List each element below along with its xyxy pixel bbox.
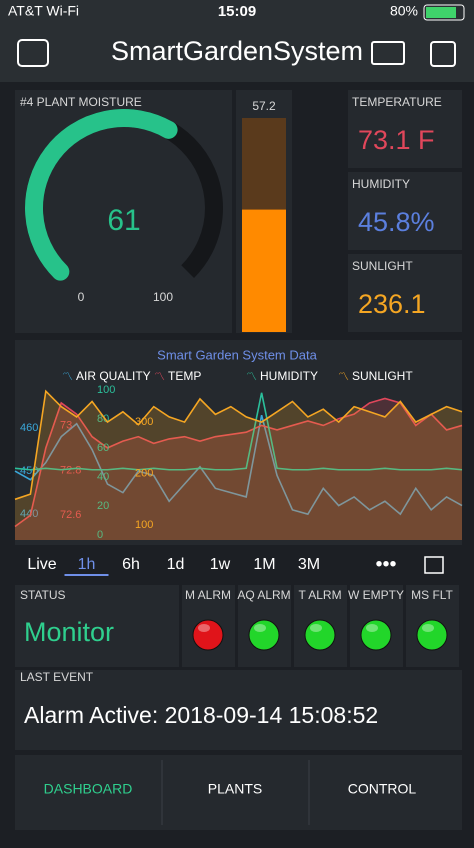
led [192,619,224,651]
battery-icon [423,4,465,21]
led-label: W EMPTY [348,588,404,602]
more-button[interactable]: ••• [375,553,396,575]
chart-title: Smart Garden System Data [157,347,317,362]
level-bar [242,209,286,332]
level-value: 57.2 [252,99,276,113]
fullscreen-button[interactable] [424,556,444,574]
y-tick-label: 73 [60,419,72,431]
legend-icon: 〽 [338,371,349,383]
nav-tab[interactable]: PLANTS [208,781,262,797]
display-label: TEMPERATURE [352,95,442,109]
led-label: T ALRM [298,588,341,602]
led-shine [422,624,434,632]
gauge-widget [15,90,232,333]
gauge-min: 0 [78,290,85,304]
status-value: Monitor [24,617,114,647]
series-line [14,392,463,471]
event-label: LAST EVENT [20,670,94,684]
y-tick-label: 300 [135,416,153,428]
event-widget [15,670,462,750]
battery-level [426,7,456,18]
led-label: AQ ALRM [237,588,290,602]
led-shine [198,624,210,632]
nav-tab[interactable]: DASHBOARD [44,781,133,797]
display-label: HUMIDITY [352,177,410,191]
y-tick-label: 20 [97,500,109,512]
carrier: AT&T Wi-Fi [8,3,79,19]
y-tick-label: 60 [97,442,109,454]
back-button[interactable] [17,39,49,67]
clock: 15:09 [218,3,256,20]
display-widget [348,172,462,250]
legend-label: HUMIDITY [260,369,318,383]
period-tab[interactable]: Live [27,556,56,573]
series-line [14,389,463,501]
event-value: Alarm Active: 2018-09-14 15:08:52 [24,702,378,728]
chart-widget [15,340,462,545]
legend-icon: 〽 [154,371,165,383]
period-tab[interactable]: 1M [253,556,275,573]
led-label: M ALRM [185,588,231,602]
gauge-max: 100 [153,290,173,304]
y-tick-label: 460 [20,422,38,434]
led-shine [310,624,322,632]
led-shine [366,624,378,632]
y-tick-label: 100 [135,519,153,531]
led [360,619,392,651]
period-tab[interactable]: 3M [298,556,320,573]
period-underline [64,574,109,576]
y-tick-label: 72.8 [60,464,81,476]
display-value: 73.1 F [358,125,435,155]
series-area [15,391,462,540]
legend-icon: 〽 [246,371,257,383]
legend-label: TEMP [168,369,201,383]
display-value: 236.1 [358,289,426,319]
series-line [14,414,463,516]
period-tab[interactable]: 1h [78,556,96,573]
status-label: STATUS [20,588,66,602]
y-tick-label: 100 [97,384,115,396]
legend-icon: 〽 [62,371,73,383]
led [304,619,336,651]
status-widget [15,585,179,667]
series-line [14,397,463,528]
app-title: SmartGardenSystem [111,36,363,66]
gauge-value: 61 [107,204,140,237]
led-shine [254,624,266,632]
tab-bar [15,755,462,830]
y-tick-label: 80 [97,413,109,425]
device-icon[interactable] [371,41,405,65]
period-tab[interactable]: 6h [122,556,140,573]
display-widget [348,254,462,332]
display-value: 45.8% [358,207,435,237]
y-tick-label: 72.6 [60,509,81,521]
period-tab[interactable]: 1w [210,556,231,573]
gauge-label: #4 PLANT MOISTURE [20,95,142,109]
battery-text: 80% [390,3,418,19]
display-widget [348,90,462,168]
legend-label: AIR QUALITY [76,369,151,383]
led [248,619,280,651]
period-tab[interactable]: 1d [167,556,185,573]
stop-button[interactable] [430,41,456,67]
legend-label: SUNLIGHT [352,369,413,383]
nav-tab[interactable]: CONTROL [348,781,417,797]
y-tick-label: 440 [20,508,38,520]
y-tick-label: 200 [135,467,153,479]
y-tick-label: 40 [97,471,109,483]
led [416,619,448,651]
display-label: SUNLIGHT [352,259,413,273]
gauge-arc [25,109,178,281]
led-label: MS FLT [411,588,453,602]
y-tick-label: 0 [97,529,103,541]
